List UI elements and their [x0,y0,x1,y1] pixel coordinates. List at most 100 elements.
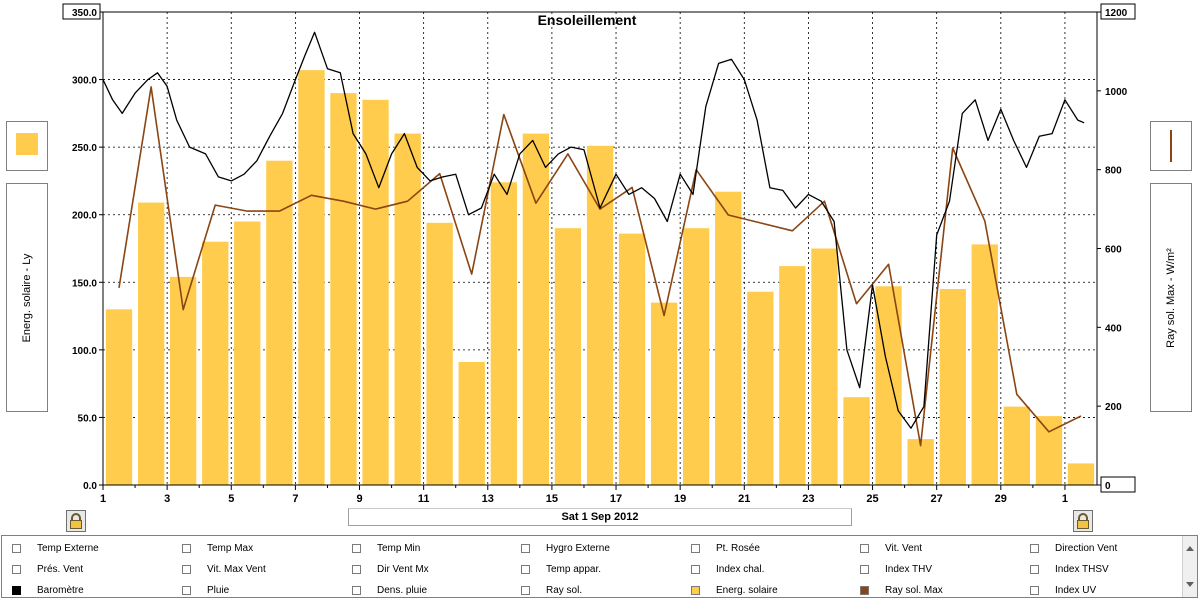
bar-energ-solaire [618,233,646,485]
legend-checkbox[interactable] [182,565,191,574]
y-right-tick-label: 1200 [1105,8,1128,19]
chart-canvas: Ensoleillement 0.050.0100.0150.0200.0250… [62,3,1136,505]
legend-label: Dir Vent Mx [377,564,429,575]
bar-energ-solaire [394,133,421,485]
legend-swatch-right-box [1150,121,1192,171]
bar-energ-solaire [362,99,389,486]
bar-series [105,70,1095,486]
legend-label: Temp Max [207,543,254,554]
bar-energ-solaire [715,191,742,485]
lock-right-icon[interactable] [1073,510,1093,532]
legend-checkbox[interactable] [860,544,869,553]
scroll-up-icon[interactable] [1186,546,1194,551]
y-right-tick-label: 1000 [1105,87,1128,98]
bar-energ-solaire [907,439,934,485]
legend-checkbox[interactable] [352,544,361,553]
x-tick-label: 9 [356,493,362,505]
legend-label: Hygro Externe [546,543,610,554]
legend-checkbox[interactable] [860,565,869,574]
x-tick-label: 1 [1062,493,1068,505]
bar-energ-solaire [458,362,485,485]
legend-label: Ray sol. [546,585,583,596]
x-tick-label: 15 [546,493,558,505]
bar-energ-solaire [1003,406,1030,485]
ray-sol-max-swatch [1170,130,1172,162]
legend-checkbox[interactable] [1030,565,1039,574]
bar-energ-solaire [202,241,229,485]
x-tick-label: 11 [418,493,430,505]
y-left-tick-label: 50.0 [78,413,98,424]
legend-label: Index chal. [716,564,765,575]
lock-left-icon[interactable] [66,510,86,532]
legend-label: Index UV [1055,585,1097,596]
bar-energ-solaire [683,228,710,485]
legend-label: Temp Min [377,543,421,554]
x-tick-label: 23 [802,493,814,505]
legend-checkbox[interactable] [521,544,530,553]
legend-checkbox[interactable] [182,586,191,595]
scroll-down-icon[interactable] [1186,582,1194,587]
legend-checkbox[interactable] [352,586,361,595]
bar-energ-solaire [586,145,614,486]
legend-checkbox[interactable] [12,565,21,574]
x-tick-label: 17 [610,493,622,505]
bar-energ-solaire [971,244,998,485]
legend-label: Dens. pluie [377,585,428,596]
legend-checkbox[interactable] [860,586,869,595]
y-axis-right-label: Ray sol. Max - W/m² [1165,247,1177,348]
line-barometre [102,31,1085,429]
line-series [102,31,1085,447]
legend-label: Index THSV [1055,564,1109,575]
legend-label: Energ. solaire [716,585,778,596]
y-right-end-box [1100,3,1136,20]
legend-checkbox[interactable] [691,565,700,574]
y-right-tick-label: 600 [1105,245,1122,256]
legend-checkbox[interactable] [12,586,21,595]
bar-energ-solaire [811,248,838,485]
y-left-tick-label: 150.0 [72,278,97,289]
bar-energ-solaire [298,70,325,485]
bar-energ-solaire [426,222,453,486]
series-legend: Temp Externe Temp Max Temp Min Hygro Extern… [1,535,1198,598]
x-tick-label: 13 [482,493,494,505]
y-left-top-box [62,3,101,20]
legend-checkbox[interactable] [182,544,191,553]
legend-label: Vit. Vent [885,543,923,554]
bar-energ-solaire [1067,463,1095,485]
date-range-bar[interactable]: Sat 1 Sep 2012 [348,508,852,526]
y-left-tick-label: 300.0 [72,76,97,87]
bar-energ-solaire [554,228,582,485]
legend-checkbox[interactable] [1030,544,1039,553]
legend-checkbox[interactable] [352,565,361,574]
bar-energ-solaire [266,160,293,485]
x-tick-label: 19 [674,493,686,505]
y-axis-left-label: Energ. solaire - Ly [21,253,33,342]
bar-energ-solaire [138,202,165,485]
legend-checkbox[interactable] [691,586,700,595]
legend-swatch-left-box [6,121,48,171]
legend-label: Temp Externe [37,543,99,554]
legend-label: Prés. Vent [37,564,84,575]
legend-checkbox[interactable] [12,544,21,553]
legend-label: Pluie [207,585,230,596]
energ-solaire-swatch [16,133,38,155]
legend-scrollbar[interactable] [1182,536,1197,597]
x-tick-label: 1 [100,493,106,505]
x-tick-label: 5 [228,493,234,505]
legend-checkbox[interactable] [521,565,530,574]
legend-checkbox[interactable] [691,544,700,553]
x-tick-label: 7 [292,493,298,505]
legend-label: Pt. Rosée [716,543,760,554]
bar-energ-solaire [105,309,133,485]
chart-title: Ensoleillement [538,12,637,28]
line-ray-sol-max [118,86,1082,447]
x-tick-label: 27 [931,493,943,505]
y-right-tick-label: 400 [1105,323,1122,334]
bar-energ-solaire [170,276,197,485]
legend-checkbox[interactable] [521,586,530,595]
legend-label: Direction Vent [1055,543,1118,554]
y-right-end-box [1100,476,1136,493]
legend-checkbox[interactable] [1030,586,1039,595]
bar-energ-solaire [651,302,678,485]
y-left-tick-label: 250.0 [72,143,97,154]
